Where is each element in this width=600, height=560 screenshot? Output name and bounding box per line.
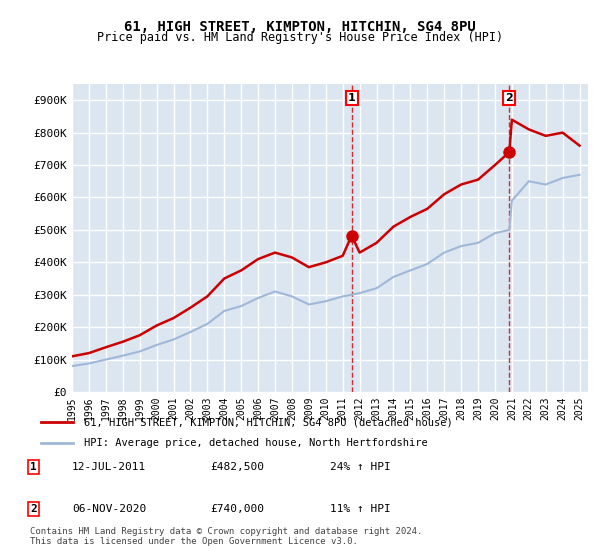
Text: HPI: Average price, detached house, North Hertfordshire: HPI: Average price, detached house, Nort…: [84, 438, 428, 448]
Text: 61, HIGH STREET, KIMPTON, HITCHIN, SG4 8PU (detached house): 61, HIGH STREET, KIMPTON, HITCHIN, SG4 8…: [84, 417, 453, 427]
Text: 1: 1: [348, 93, 356, 103]
Text: 1: 1: [30, 462, 37, 472]
Text: £740,000: £740,000: [210, 504, 264, 514]
Text: 12-JUL-2011: 12-JUL-2011: [72, 462, 146, 472]
Text: 2: 2: [505, 93, 513, 103]
Text: £482,500: £482,500: [210, 462, 264, 472]
Text: 2: 2: [30, 504, 37, 514]
Text: 61, HIGH STREET, KIMPTON, HITCHIN, SG4 8PU: 61, HIGH STREET, KIMPTON, HITCHIN, SG4 8…: [124, 20, 476, 34]
Text: Contains HM Land Registry data © Crown copyright and database right 2024.
This d: Contains HM Land Registry data © Crown c…: [30, 526, 422, 546]
Text: 11% ↑ HPI: 11% ↑ HPI: [330, 504, 391, 514]
Text: 06-NOV-2020: 06-NOV-2020: [72, 504, 146, 514]
Text: Price paid vs. HM Land Registry's House Price Index (HPI): Price paid vs. HM Land Registry's House …: [97, 31, 503, 44]
Text: 24% ↑ HPI: 24% ↑ HPI: [330, 462, 391, 472]
